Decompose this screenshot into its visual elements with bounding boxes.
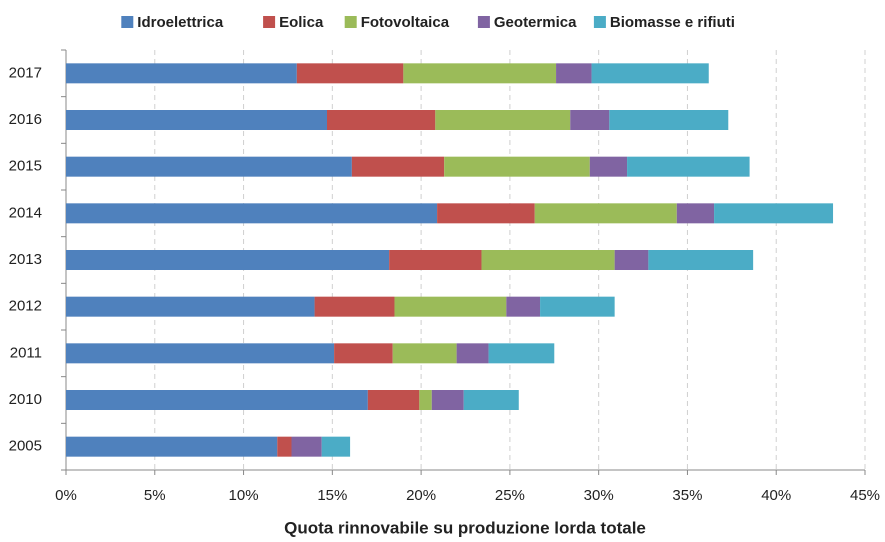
bar-segment [627, 156, 750, 177]
bar-segment [556, 63, 592, 84]
bar-segment [66, 343, 335, 364]
legend-label: Eolica [279, 14, 324, 31]
x-tick-label: 15% [317, 487, 347, 504]
x-tick-label: 35% [672, 487, 702, 504]
bar-segment [327, 110, 436, 130]
bar-segment [419, 390, 432, 410]
x-tick-label: 30% [584, 487, 614, 504]
bar-segment [394, 296, 507, 317]
legend-swatch [593, 16, 606, 28]
bar-segment [506, 296, 541, 317]
y-tick-label: 2005 [9, 438, 42, 455]
bar-segment [463, 390, 519, 410]
bar-segment [367, 390, 420, 410]
x-tick-label: 10% [229, 487, 259, 504]
x-tick-label: 45% [850, 487, 880, 504]
legend-swatch [344, 16, 357, 28]
bar-segment [277, 436, 292, 457]
legend-label: Idroelettrica [137, 14, 224, 31]
bar-segment [66, 390, 368, 410]
y-tick-label: 2011 [10, 344, 42, 361]
bar-segment [437, 203, 535, 224]
legend-swatch [263, 16, 276, 28]
bar-segment [444, 156, 590, 177]
legend-label: Biomasse e rifiuti [610, 14, 735, 31]
y-tick-label: 2016 [9, 111, 42, 128]
bar-segment [66, 63, 297, 84]
bar-segment [389, 250, 482, 270]
bar-segment [609, 110, 729, 130]
x-tick-label: 40% [761, 487, 791, 504]
x-tick-label: 25% [495, 487, 525, 504]
bar-segment [540, 296, 615, 317]
bar-segment [392, 343, 457, 364]
bar-segment [456, 343, 489, 364]
bar-segment [296, 63, 404, 84]
legend-swatch [477, 16, 490, 28]
bar-segment [66, 250, 390, 270]
bar-segment [66, 436, 278, 457]
legend-label: Fotovoltaica [361, 14, 450, 31]
x-tick-label: 20% [406, 487, 436, 504]
bar-segment [589, 156, 628, 177]
x-tick-label: 0% [55, 487, 77, 504]
bar-segment [334, 343, 393, 364]
x-tick-label: 5% [144, 487, 166, 504]
x-axis-title: Quota rinnovabile su produzione lorda to… [284, 518, 646, 537]
bar-segment [435, 110, 571, 130]
bar-segment [66, 203, 438, 224]
bar-segment [314, 296, 395, 317]
bar-segment [591, 63, 709, 84]
bar-segment [534, 203, 677, 224]
bar-segment [321, 436, 351, 457]
bar-segment [403, 63, 557, 84]
legend-label: Geotermica [494, 14, 577, 31]
bar-segment [431, 390, 464, 410]
bar-segment [676, 203, 715, 224]
y-tick-label: 2012 [9, 298, 42, 315]
y-tick-label: 2015 [9, 158, 42, 175]
bar-segment [66, 110, 328, 130]
bar-segment [351, 156, 445, 177]
y-tick-label: 2013 [9, 251, 42, 268]
legend-swatch [121, 16, 134, 28]
bar-segment [714, 203, 834, 224]
bar-segment [614, 250, 649, 270]
y-tick-label: 2010 [9, 391, 42, 408]
bar-segment [488, 343, 555, 364]
bar-segment [648, 250, 754, 270]
bar-segment [481, 250, 615, 270]
bar-segment [291, 436, 322, 457]
bar-segment [66, 296, 315, 317]
y-tick-label: 2014 [9, 204, 42, 221]
bar-segment [570, 110, 610, 130]
bar-segment [66, 156, 352, 177]
y-tick-label: 2017 [9, 64, 42, 81]
